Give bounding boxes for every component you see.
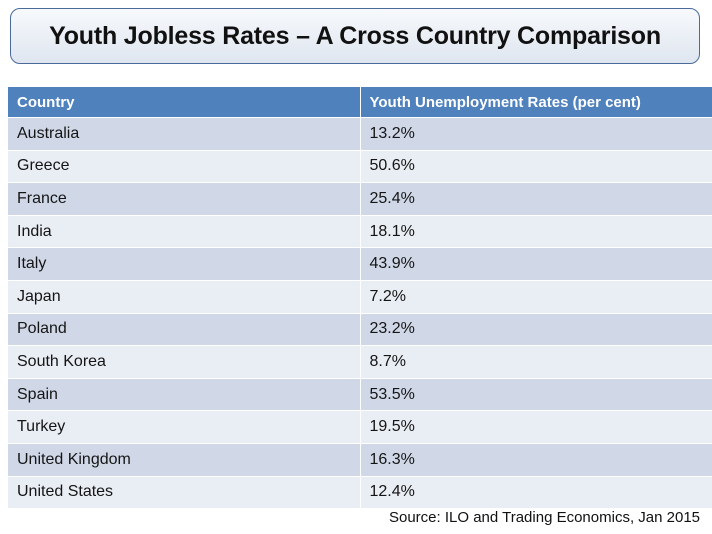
rate-cell: 50.6% xyxy=(360,149,712,183)
table-row: United Kingdom 16.3% xyxy=(8,442,712,477)
table-row: Italy 43.9% xyxy=(8,247,712,281)
country-cell: Turkey xyxy=(8,410,361,444)
source-note: Source: ILO and Trading Economics, Jan 2… xyxy=(388,509,700,526)
table-row: Turkey 19.5% xyxy=(8,410,712,444)
table-row: Spain 53.5% xyxy=(8,377,712,411)
table-row: France 25.4% xyxy=(8,182,712,216)
rate-cell: 12.4% xyxy=(360,475,712,509)
country-cell: Poland xyxy=(8,312,361,346)
page-title: Youth Jobless Rates – A Cross Country Co… xyxy=(49,21,661,50)
table-row: Poland 23.2% xyxy=(8,312,712,346)
table-row: United States 12.4% xyxy=(8,475,712,509)
country-cell: Spain xyxy=(8,377,361,411)
rate-cell: 23.2% xyxy=(360,312,712,346)
country-cell: Japan xyxy=(8,279,361,314)
table-container: Country Youth Unemployment Rates (per ce… xyxy=(8,87,712,509)
table-row: Greece 50.6% xyxy=(8,149,712,183)
country-cell: South Korea xyxy=(8,345,361,379)
country-cell: United Kingdom xyxy=(8,442,361,477)
rate-cell: 16.3% xyxy=(360,442,712,477)
data-table: Country Youth Unemployment Rates (per ce… xyxy=(8,87,712,509)
rate-cell: 53.5% xyxy=(360,377,712,411)
table-row: South Korea 8.7% xyxy=(8,345,712,379)
rate-cell: 8.7% xyxy=(360,345,712,379)
country-cell: Italy xyxy=(8,247,361,281)
country-cell: United States xyxy=(8,475,361,509)
table-row: Australia 13.2% xyxy=(8,117,712,151)
title-box: Youth Jobless Rates – A Cross Country Co… xyxy=(10,8,700,64)
table-header-row: Country Youth Unemployment Rates (per ce… xyxy=(8,87,712,118)
column-header-country: Country xyxy=(8,87,361,118)
column-header-rate: Youth Unemployment Rates (per cent) xyxy=(360,87,712,118)
rate-cell: 18.1% xyxy=(360,214,712,248)
rate-cell: 13.2% xyxy=(360,117,712,151)
country-cell: Greece xyxy=(8,149,361,183)
country-cell: Australia xyxy=(8,117,361,151)
rate-cell: 7.2% xyxy=(360,279,712,314)
rate-cell: 43.9% xyxy=(360,247,712,281)
country-cell: France xyxy=(8,182,361,216)
rate-cell: 25.4% xyxy=(360,182,712,216)
table-row: India 18.1% xyxy=(8,214,712,248)
table-row: Japan 7.2% xyxy=(8,279,712,314)
rate-cell: 19.5% xyxy=(360,410,712,444)
country-cell: India xyxy=(8,214,361,248)
